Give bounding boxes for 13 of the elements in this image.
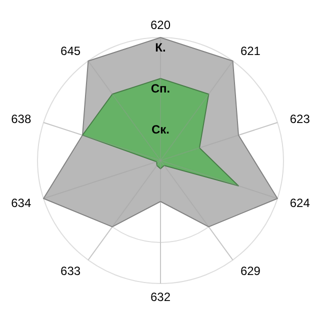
spoke-label: 645 [60, 44, 81, 58]
spoke-label: 623 [290, 112, 310, 126]
y-tick-label: Ск. [151, 122, 170, 136]
spoke-label: 621 [240, 44, 261, 58]
spoke-label: 638 [11, 112, 32, 126]
spoke-label: 624 [290, 196, 310, 210]
spoke-label: 633 [60, 264, 81, 278]
spoke-label: 634 [11, 196, 32, 210]
spoke-label: 632 [150, 290, 171, 304]
spoke-label: 629 [240, 264, 261, 278]
y-tick-label: К. [155, 40, 166, 54]
y-tick-label: Сп. [150, 82, 170, 96]
spoke-label: 620 [150, 18, 171, 32]
